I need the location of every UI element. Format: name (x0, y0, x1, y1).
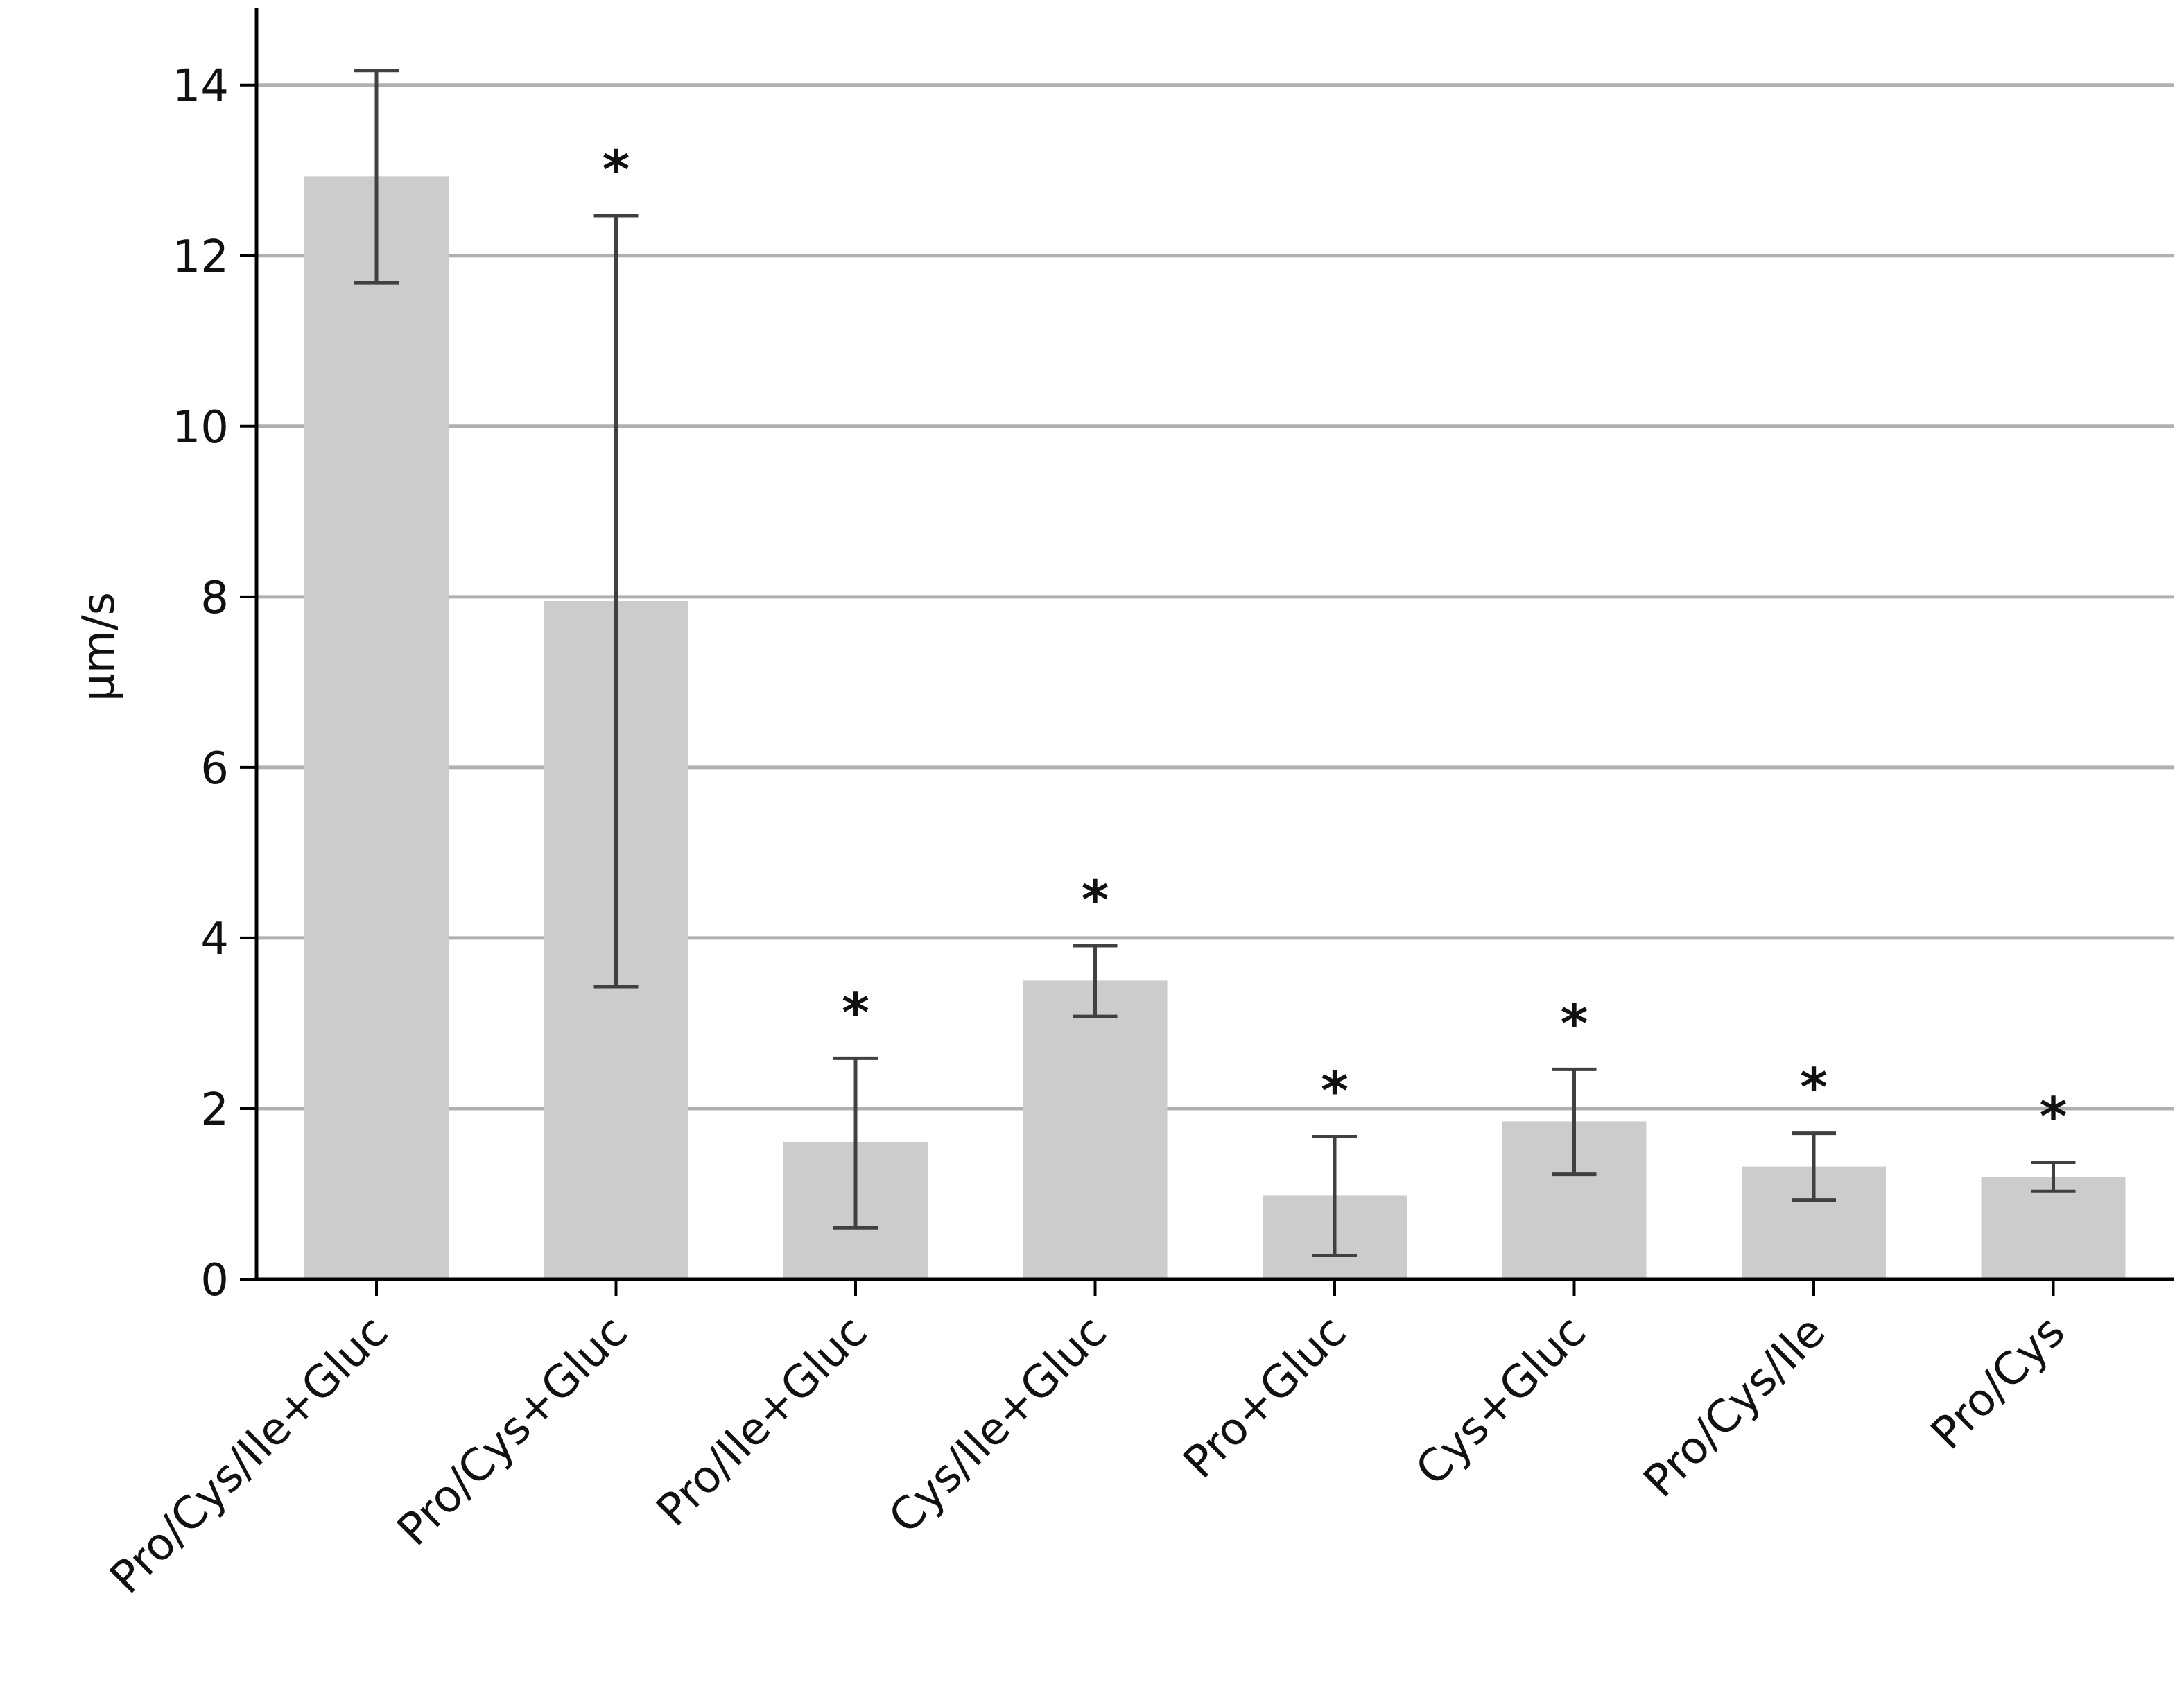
bar (1023, 980, 1168, 1279)
y-tick-label: 10 (173, 402, 229, 453)
y-tick-label: 2 (200, 1084, 229, 1136)
significance-marker: * (2040, 1085, 2068, 1147)
x-tick-label: Pro/Ile+Gluc (647, 1306, 877, 1536)
y-tick-label: 12 (173, 232, 229, 283)
x-tick-label: Pro/Cys (1921, 1306, 2074, 1459)
significance-marker: * (1800, 1057, 1828, 1118)
x-tick-label: Cys/Ile+Gluc (879, 1306, 1116, 1543)
y-tick-label: 14 (173, 61, 229, 112)
y-tick-label: 6 (200, 743, 229, 795)
x-tick-label: Cys+Gluc (1406, 1306, 1595, 1495)
significance-marker: * (842, 981, 869, 1043)
y-ticks: 0 2 4 6 8 10 12 14 (173, 61, 257, 1306)
significance-marker: * (603, 139, 630, 200)
bar (304, 176, 449, 1280)
x-tick-label: Pro/Cys/Ile+Gluc (101, 1306, 398, 1604)
bar (1981, 1177, 2126, 1279)
x-tick-label: Pro+Gluc (1174, 1306, 1356, 1489)
x-tick-label: Pro/Cys/Ile (1634, 1306, 1835, 1507)
significance-marker: * (1321, 1060, 1349, 1122)
significance-marker: * (1561, 992, 1588, 1054)
significance-marker: * (1082, 869, 1109, 930)
y-tick-label: 8 (200, 573, 229, 624)
axes (254, 8, 2174, 1281)
error-bars (354, 69, 2076, 1258)
bars (304, 176, 2126, 1280)
y-tick-label: 0 (200, 1255, 229, 1306)
x-tick-label: Pro/Cys+Gluc (388, 1306, 637, 1556)
significance-markers: * * * * * * * (603, 139, 2068, 1147)
y-axis-title: µm/s (73, 592, 125, 702)
y-tick-label: 4 (200, 914, 229, 965)
